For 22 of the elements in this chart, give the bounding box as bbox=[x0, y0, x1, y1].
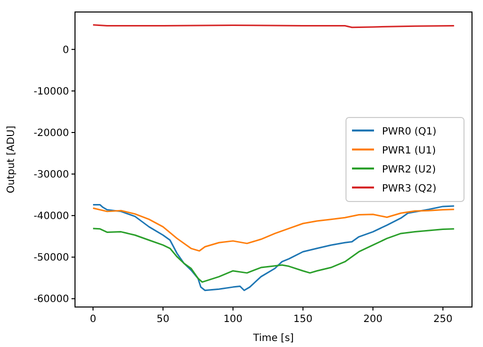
x-tick-label: 250 bbox=[433, 314, 452, 325]
y-axis-title: Output [ADU] bbox=[6, 126, 17, 194]
line-series bbox=[92, 207, 455, 252]
line-series bbox=[92, 228, 455, 283]
legend-label: PWR3 (Q2) bbox=[382, 184, 437, 194]
y-tick-label: -50000 bbox=[34, 252, 69, 264]
legend-label: PWR2 (U2) bbox=[382, 164, 436, 176]
x-axis-title: Time [s] bbox=[252, 333, 294, 344]
y-tick-label: -20000 bbox=[34, 128, 69, 139]
y-tick-label: 0 bbox=[62, 44, 69, 56]
legend-label: PWR0 (Q1) bbox=[382, 126, 437, 138]
x-tick-label: 100 bbox=[223, 314, 243, 325]
y-tick-label: -60000 bbox=[34, 294, 69, 306]
line-series bbox=[92, 204, 455, 292]
y-tick-label: -30000 bbox=[34, 170, 69, 181]
y-tick-label: -10000 bbox=[34, 86, 69, 98]
x-tick-label: 50 bbox=[156, 314, 170, 325]
x-tick-label: 150 bbox=[293, 314, 313, 325]
y-tick-label: -40000 bbox=[34, 211, 69, 222]
legend-label: PWR1 (U1) bbox=[382, 146, 436, 156]
x-tick-label: 200 bbox=[363, 314, 382, 325]
x-tick-label: 0 bbox=[90, 314, 96, 325]
